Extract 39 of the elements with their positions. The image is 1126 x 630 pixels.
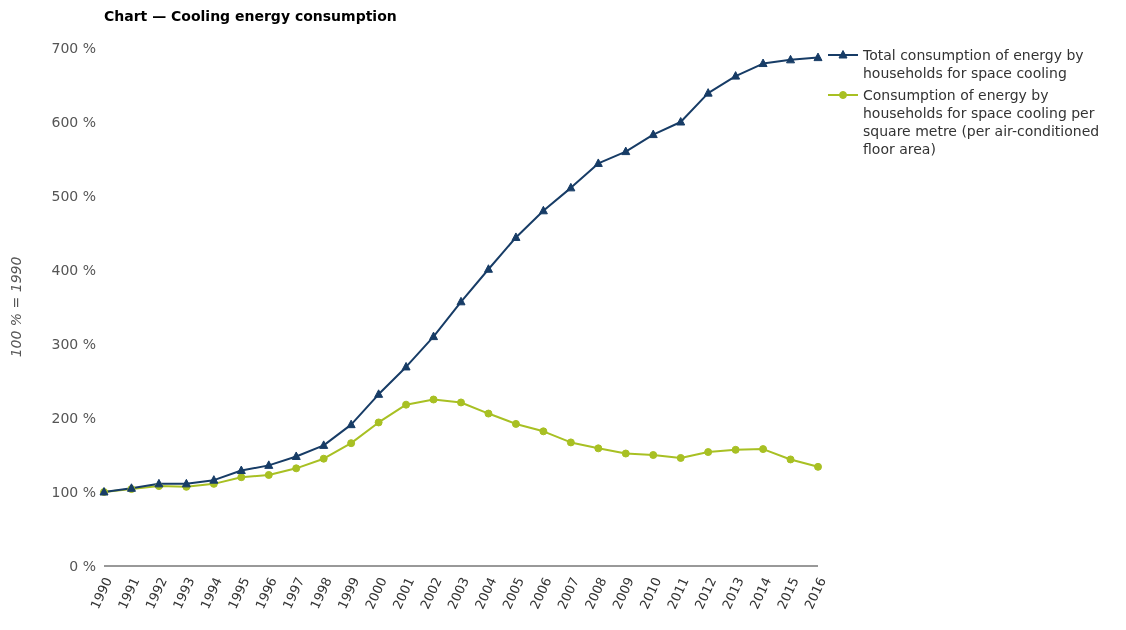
y-tick-label: 300 % <box>51 335 96 352</box>
x-tick-label: 1991 <box>114 574 143 612</box>
legend-label: Total consumption of energy by households for space cooling <box>863 46 1085 82</box>
x-tick-label: 1992 <box>142 574 171 612</box>
x-tick-label: 2006 <box>526 574 555 612</box>
x-tick-label: 1996 <box>252 574 280 612</box>
x-tick-label: 2016 <box>801 574 830 612</box>
legend-label: Consumption of energy by households for space cooling per square metre (per air-conditioned floor area) <box>863 86 1101 158</box>
x-tick-label: 2010 <box>636 574 665 612</box>
x-tick-label: 1990 <box>87 574 116 612</box>
y-tick-label: 0 % <box>69 557 96 574</box>
chart-title: Chart — Cooling energy consumption <box>104 8 398 26</box>
y-tick-label: 500 % <box>51 187 96 204</box>
x-tick-label: 1999 <box>334 574 363 612</box>
y-tick-label: 400 % <box>51 261 96 278</box>
x-tick-label: 2003 <box>444 574 473 612</box>
x-tick-label: 2011 <box>664 574 692 612</box>
x-tick-label: 2004 <box>471 574 500 612</box>
x-tick-label: 2005 <box>499 574 528 612</box>
x-tick-label: 2000 <box>362 574 390 612</box>
x-tick-label: 1997 <box>279 574 308 612</box>
x-tick-label: 1998 <box>307 574 335 612</box>
x-tick-label: 2007 <box>554 574 582 612</box>
y-axis-title: 100 % = 1990 <box>7 256 24 358</box>
x-tick-label: 1993 <box>169 574 198 612</box>
x-tick-label: 2008 <box>581 574 610 612</box>
y-tick-label: 700 % <box>51 39 96 56</box>
y-tick-label: 200 % <box>51 409 96 426</box>
x-tick-label: 2013 <box>719 574 747 612</box>
y-tick-label: 600 % <box>51 113 96 130</box>
x-tick-label: 2009 <box>609 574 637 612</box>
x-tick-label: 2002 <box>417 574 445 612</box>
x-tick-label: 1994 <box>197 574 225 612</box>
x-tick-label: 1995 <box>224 574 253 612</box>
x-tick-label: 2012 <box>691 574 720 612</box>
y-tick-label: 100 % <box>51 483 96 500</box>
x-tick-label: 2001 <box>389 574 418 612</box>
x-tick-label: 2014 <box>746 574 775 612</box>
x-tick-label: 2015 <box>774 574 802 612</box>
